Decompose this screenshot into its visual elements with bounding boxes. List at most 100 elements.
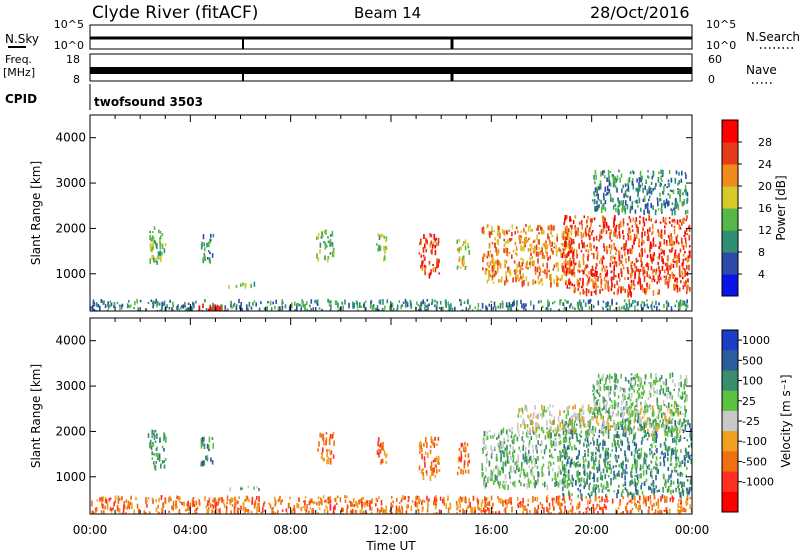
data-cell <box>599 230 602 234</box>
data-cell <box>503 244 506 247</box>
data-cell <box>483 446 485 449</box>
data-cell <box>123 504 125 508</box>
data-cell <box>652 187 654 192</box>
data-cell <box>370 301 372 307</box>
data-cell <box>689 253 691 257</box>
data-cell <box>631 507 634 510</box>
data-cell <box>429 465 432 469</box>
data-cell <box>641 175 643 181</box>
data-cell <box>421 506 424 513</box>
data-cell <box>260 301 262 305</box>
data-cell <box>667 452 669 456</box>
data-cell <box>668 446 670 449</box>
data-cell <box>548 502 551 507</box>
data-cell <box>491 260 493 264</box>
cpid-label: CPID <box>5 92 37 106</box>
data-cell <box>569 436 571 440</box>
data-cell <box>557 502 559 506</box>
data-cell <box>460 451 462 455</box>
data-cell <box>539 224 541 229</box>
data-cell <box>152 500 154 504</box>
data-cell <box>537 476 539 482</box>
data-cell <box>581 497 583 502</box>
data-cell <box>567 447 569 451</box>
data-cell <box>325 499 328 504</box>
data-cell <box>330 450 333 455</box>
data-cell <box>581 305 583 311</box>
data-cell <box>662 393 665 396</box>
data-cell <box>139 299 142 303</box>
data-cell <box>638 388 640 391</box>
data-cell <box>380 507 383 513</box>
data-cell <box>627 307 630 311</box>
data-cell <box>571 508 574 514</box>
data-cell <box>676 437 678 440</box>
data-cell <box>481 463 483 469</box>
data-cell <box>217 502 220 506</box>
data-cell <box>655 300 657 305</box>
data-cell <box>594 270 597 273</box>
data-cell <box>590 442 592 445</box>
data-cell <box>580 220 583 225</box>
nsearch-tick-top: 10^5 <box>706 18 736 31</box>
data-cell <box>487 477 489 484</box>
data-cell <box>537 504 540 510</box>
data-cell <box>578 308 581 311</box>
data-cell <box>464 454 467 458</box>
data-cell <box>686 488 688 494</box>
data-cell <box>577 227 579 231</box>
data-cell <box>609 232 611 236</box>
data-cell <box>450 303 452 309</box>
data-cell <box>541 503 544 510</box>
data-cell <box>498 497 500 503</box>
data-cell <box>605 486 607 490</box>
data-cell <box>635 503 637 509</box>
data-cell <box>530 252 532 257</box>
data-cell <box>650 460 653 464</box>
data-cell <box>597 276 599 282</box>
data-cell <box>656 416 658 419</box>
data-cell <box>650 304 653 308</box>
data-cell <box>192 500 195 506</box>
data-cell <box>402 495 405 500</box>
data-cell <box>684 210 687 215</box>
data-cell <box>615 429 618 434</box>
data-cell <box>651 422 654 425</box>
data-cell <box>396 511 398 514</box>
data-cell <box>523 420 526 426</box>
data-cell <box>376 499 379 503</box>
data-cell <box>207 250 210 253</box>
data-cell <box>661 412 663 419</box>
data-cell <box>499 470 502 476</box>
data-cell <box>580 285 583 289</box>
data-cell <box>385 455 387 459</box>
data-cell <box>311 509 313 514</box>
data-cell <box>567 510 570 514</box>
data-cell <box>633 418 636 424</box>
data-cell <box>598 435 600 438</box>
data-cell <box>607 280 609 286</box>
data-cell <box>96 302 98 305</box>
data-cell <box>650 433 653 437</box>
data-cell <box>218 306 221 311</box>
data-cell <box>518 433 520 437</box>
data-cell <box>655 268 658 273</box>
data-cell <box>556 280 558 283</box>
data-cell <box>550 231 552 235</box>
data-cell <box>127 500 130 507</box>
data-cell <box>618 485 620 488</box>
data-cell <box>626 418 628 422</box>
data-cell <box>313 501 315 505</box>
data-cell <box>212 442 215 449</box>
data-cell <box>632 279 635 286</box>
data-cell <box>596 399 598 406</box>
data-cell <box>563 448 565 455</box>
data-cell <box>648 417 651 421</box>
data-cell <box>504 447 507 452</box>
data-cell <box>380 233 382 238</box>
data-cell <box>464 239 467 245</box>
data-cell <box>198 499 200 505</box>
data-cell <box>426 508 429 513</box>
data-cell <box>668 216 671 220</box>
data-cell <box>383 258 385 262</box>
